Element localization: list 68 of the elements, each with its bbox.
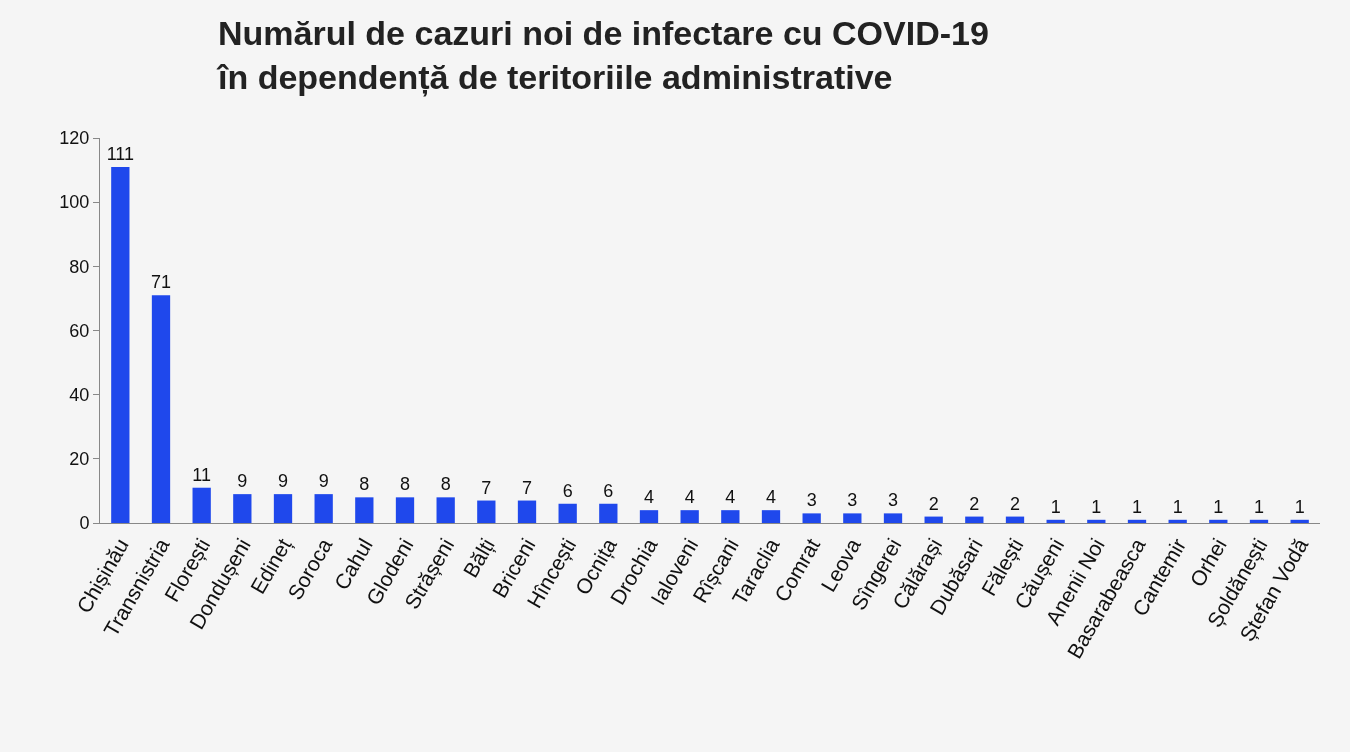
data-label: 71 bbox=[150, 272, 172, 293]
data-label: 1 bbox=[1172, 496, 1183, 517]
data-label: 9 bbox=[277, 471, 289, 492]
bar bbox=[233, 494, 252, 523]
data-label: 9 bbox=[237, 471, 248, 492]
y-tick-label: 80 bbox=[69, 256, 90, 277]
bar bbox=[843, 513, 862, 523]
data-label: 4 bbox=[765, 487, 777, 508]
data-label: 6 bbox=[603, 480, 614, 501]
data-label: 1 bbox=[1213, 496, 1224, 517]
bar bbox=[1087, 519, 1106, 523]
data-label: 8 bbox=[440, 474, 451, 495]
y-tick-label: 0 bbox=[79, 513, 90, 534]
bar bbox=[111, 166, 130, 523]
bar bbox=[680, 510, 699, 523]
data-label: 1 bbox=[1294, 496, 1305, 517]
bar bbox=[151, 295, 171, 523]
bar bbox=[1209, 519, 1228, 523]
data-label: 3 bbox=[847, 490, 858, 511]
bar bbox=[599, 503, 618, 523]
data-label: 8 bbox=[399, 474, 411, 495]
data-label: 7 bbox=[481, 477, 492, 498]
data-label: 4 bbox=[725, 487, 736, 508]
data-label: 3 bbox=[887, 490, 899, 511]
bar bbox=[1005, 516, 1025, 523]
bar bbox=[1290, 519, 1309, 523]
data-label: 2 bbox=[1009, 493, 1021, 514]
data-label: 7 bbox=[521, 477, 533, 498]
data-label: 2 bbox=[928, 493, 939, 514]
data-label: 6 bbox=[562, 480, 573, 501]
bar bbox=[395, 497, 415, 523]
data-label: 1 bbox=[1253, 496, 1265, 517]
y-tick-label: 100 bbox=[59, 192, 90, 213]
data-label: 9 bbox=[318, 471, 329, 492]
y-tick-label: 120 bbox=[59, 128, 90, 149]
y-tick-label: 20 bbox=[69, 449, 90, 470]
bar bbox=[436, 497, 455, 523]
bar bbox=[355, 497, 374, 523]
data-label: 8 bbox=[359, 474, 370, 495]
bar bbox=[639, 510, 659, 523]
data-label: 1 bbox=[1131, 496, 1143, 517]
bar bbox=[761, 510, 781, 523]
bar bbox=[1168, 519, 1187, 523]
chart-title: Numărul de cazuri noi de infectare cu COVID-19 în dependență de teritoriile administrative bbox=[216, 14, 989, 98]
bar bbox=[883, 513, 903, 523]
bar bbox=[802, 513, 821, 523]
y-tick-label: 60 bbox=[69, 320, 90, 341]
data-label: 2 bbox=[969, 493, 980, 514]
bar bbox=[965, 516, 984, 523]
bar bbox=[477, 500, 496, 523]
data-label: 3 bbox=[806, 490, 817, 511]
bar bbox=[192, 487, 211, 523]
bar bbox=[721, 510, 740, 523]
bar bbox=[1249, 519, 1269, 523]
data-label: 111 bbox=[106, 143, 135, 164]
data-label: 4 bbox=[643, 487, 655, 508]
bar bbox=[517, 500, 537, 523]
bar bbox=[1127, 519, 1147, 523]
data-label: 11 bbox=[192, 464, 212, 485]
bar bbox=[314, 494, 333, 523]
bar bbox=[924, 516, 943, 523]
y-tick-label: 40 bbox=[69, 384, 90, 405]
bar bbox=[273, 494, 293, 523]
bar bbox=[558, 503, 577, 523]
data-label: 4 bbox=[684, 487, 695, 508]
data-label: 1 bbox=[1050, 496, 1061, 517]
bar bbox=[1046, 519, 1065, 523]
data-label: 1 bbox=[1091, 496, 1102, 517]
